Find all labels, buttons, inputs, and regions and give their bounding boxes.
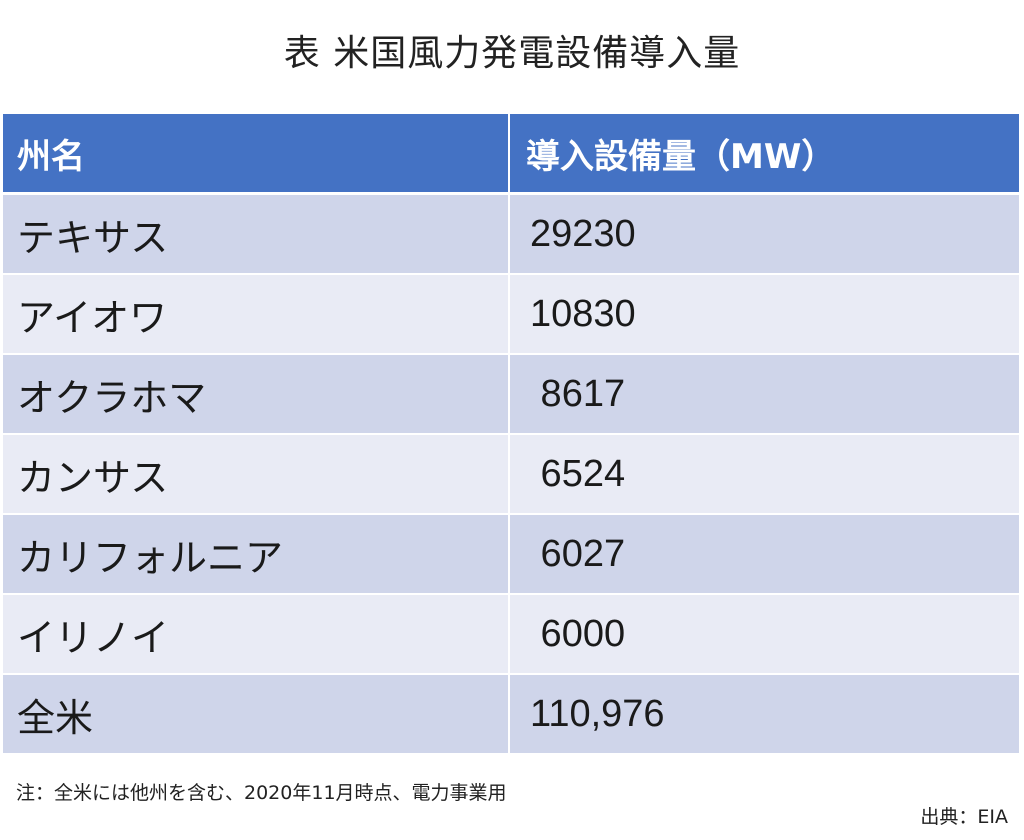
table-row: オクラホマ 8617 <box>3 354 1019 435</box>
table-row: カンサス 6524 <box>3 434 1019 515</box>
table-row: アイオワ 10830 <box>3 274 1019 355</box>
page-title: 表 米国風力発電設備導入量 <box>283 33 741 74</box>
capacity-cell: 8617 <box>509 354 1019 435</box>
footnote: 注：全米には他州を含む、2020年11月時点、電力事業用 <box>16 782 507 804</box>
column-header-capacity: 導入設備量（MW） <box>509 114 1019 195</box>
state-cell: テキサス <box>3 193 510 275</box>
capacity-cell: 6000 <box>509 594 1019 675</box>
table-row: イリノイ 6000 <box>3 594 1019 675</box>
table-header-row: 州名 導入設備量（MW） <box>3 114 1019 195</box>
state-cell: カンサス <box>3 434 510 515</box>
column-header-state: 州名 <box>3 114 510 195</box>
table-row-total: 全米 110,976 <box>3 674 1019 755</box>
state-cell: アイオワ <box>3 274 510 355</box>
state-cell: カリフォルニア <box>3 514 510 595</box>
capacity-cell: 10830 <box>509 274 1019 355</box>
table-row: テキサス 29230 <box>3 193 1019 275</box>
table-row: カリフォルニア 6027 <box>3 514 1019 595</box>
state-cell: イリノイ <box>3 594 510 675</box>
state-cell: 全米 <box>3 674 510 755</box>
capacity-cell: 6524 <box>509 434 1019 515</box>
capacity-cell: 29230 <box>509 193 1019 275</box>
state-cell: オクラホマ <box>3 354 510 435</box>
wind-capacity-table: 州名 導入設備量（MW） テキサス 29230 アイオワ 10830 オクラホマ… <box>3 114 1019 755</box>
capacity-cell: 6027 <box>509 514 1019 595</box>
source-credit: 出典：EIA <box>920 806 1008 828</box>
capacity-cell: 110,976 <box>509 674 1019 755</box>
